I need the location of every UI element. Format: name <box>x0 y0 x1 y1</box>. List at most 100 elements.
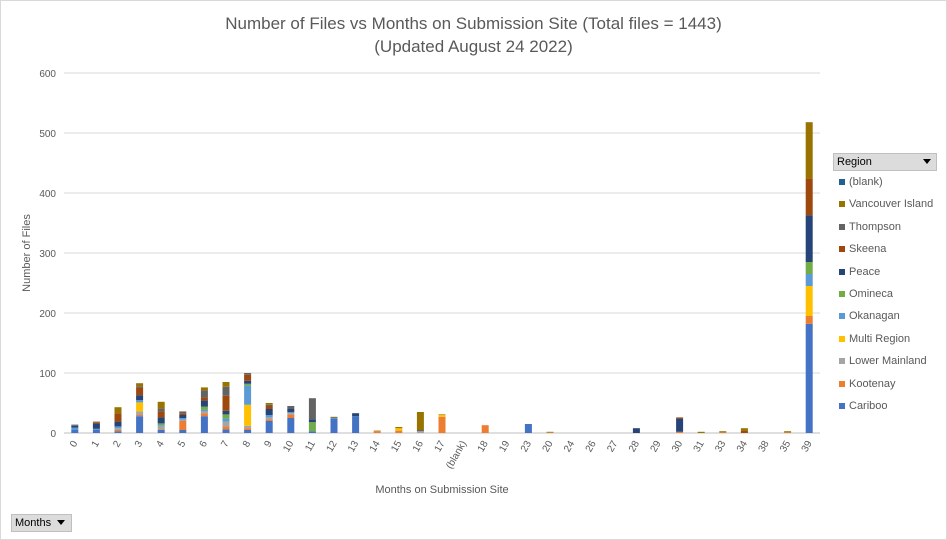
bar-segment <box>330 417 338 418</box>
bar-segment <box>200 397 208 401</box>
bar-segment <box>92 422 100 424</box>
bar-segment <box>71 425 79 428</box>
bar-segment <box>92 430 100 433</box>
y-axis-ticks: 0 100 200 300 400 500 600 <box>39 69 56 440</box>
bar-segment <box>179 413 187 415</box>
bar-segment <box>136 415 144 417</box>
legend-item: Omineca <box>833 283 937 305</box>
bar-segment <box>200 400 208 407</box>
bar-segment <box>395 427 403 429</box>
x-tick-label: 18 <box>476 439 491 455</box>
bar-segment <box>287 406 295 409</box>
bar-segment <box>784 431 792 433</box>
x-tick-label: 2 <box>111 439 124 450</box>
bar-segment <box>438 414 446 415</box>
bar-segment <box>308 398 316 420</box>
legend-label: Multi Region <box>849 332 911 345</box>
x-tick-label: 10 <box>281 439 296 455</box>
bar-segment <box>805 215 813 262</box>
bar-segment <box>244 428 252 430</box>
bar-segment <box>330 418 338 419</box>
bar-segment <box>676 431 684 433</box>
bar-segment <box>114 430 122 432</box>
y-tick-label: 300 <box>39 249 56 260</box>
legend-label: Peace <box>849 265 881 278</box>
x-tick-label: 19 <box>497 439 512 455</box>
bar-segment <box>697 431 705 433</box>
bar-segment <box>524 424 532 433</box>
gridlines <box>64 72 820 434</box>
legend-swatch <box>839 290 845 297</box>
legend-item: Cariboo <box>833 395 937 417</box>
legend-filter-button[interactable]: Region <box>833 153 937 171</box>
bar-segment <box>352 413 360 417</box>
bar-segment <box>222 418 230 422</box>
legend-label: Okanagan <box>849 310 900 323</box>
bar-segment <box>114 413 122 422</box>
bar-segment <box>265 417 273 420</box>
bar-segment <box>265 421 273 433</box>
x-tick-label: 9 <box>262 439 275 450</box>
bar-segment <box>136 402 144 412</box>
bar-segment <box>244 380 252 384</box>
bar-segment <box>244 404 252 426</box>
x-tick-label: 13 <box>346 439 361 455</box>
bar-segment <box>265 415 273 418</box>
bar-segment <box>92 428 100 430</box>
x-tick-label: 39 <box>800 439 815 455</box>
bar-segment <box>719 431 727 433</box>
bar-segment <box>157 408 165 412</box>
bar-segment <box>308 422 316 432</box>
bar-segment <box>71 430 79 433</box>
bar-segment <box>136 400 144 403</box>
y-tick-label: 600 <box>39 69 56 80</box>
x-tick-label: 35 <box>778 439 793 455</box>
bar-segment <box>179 421 187 430</box>
bar-segment <box>244 425 252 429</box>
bar-segment <box>352 416 360 433</box>
legend-swatch <box>839 335 845 342</box>
legend-label: Vancouver Island <box>849 198 934 211</box>
bar-segment <box>438 415 446 417</box>
bar-segment <box>805 274 813 286</box>
y-tick-label: 200 <box>39 309 56 320</box>
legend-swatch <box>839 358 845 365</box>
bar-segment <box>136 386 144 388</box>
legend-label: (blank) <box>849 176 883 188</box>
legend-label: Omineca <box>849 287 894 300</box>
legend-title: Region <box>837 156 872 168</box>
bar-segment <box>805 262 813 274</box>
legend-item: Peace <box>833 261 937 283</box>
bar-segment <box>114 428 122 430</box>
x-tick-label: 28 <box>627 439 642 455</box>
x-tick-label: 29 <box>649 439 664 455</box>
legend: Region (blank) Vancouver Island Thompson Sk… <box>833 153 937 417</box>
legend-label: Cariboo <box>849 399 888 412</box>
y-tick-label: 500 <box>39 129 56 140</box>
bar-segment <box>308 431 316 433</box>
bar-segment <box>546 432 554 433</box>
x-tick-label: 4 <box>154 439 167 450</box>
bar-segment <box>287 414 295 418</box>
x-tick-label: 33 <box>713 439 728 455</box>
x-tick-label: 16 <box>411 439 426 455</box>
x-tick-label: 6 <box>198 439 211 450</box>
months-filter-button[interactable]: Months <box>11 514 73 532</box>
bar-segment <box>200 416 208 433</box>
chart-subtitle: (Updated August 24 2022) <box>374 37 573 56</box>
bar-segment <box>179 415 187 418</box>
bar-segment <box>784 432 792 433</box>
bar-segment <box>373 430 381 432</box>
bar-segment <box>287 418 295 433</box>
bar-segment <box>740 430 748 433</box>
bar-segment <box>222 429 230 433</box>
x-tick-label: 26 <box>584 439 599 455</box>
bar-segment <box>395 428 403 431</box>
x-tick-label: 31 <box>692 439 707 455</box>
legend-item: Vancouver Island <box>833 193 937 215</box>
bar-segment <box>244 383 252 386</box>
bar-segment <box>244 385 252 405</box>
legend-item: Skeena <box>833 238 937 260</box>
bar-segment <box>805 316 813 324</box>
bar-segment <box>157 426 165 430</box>
